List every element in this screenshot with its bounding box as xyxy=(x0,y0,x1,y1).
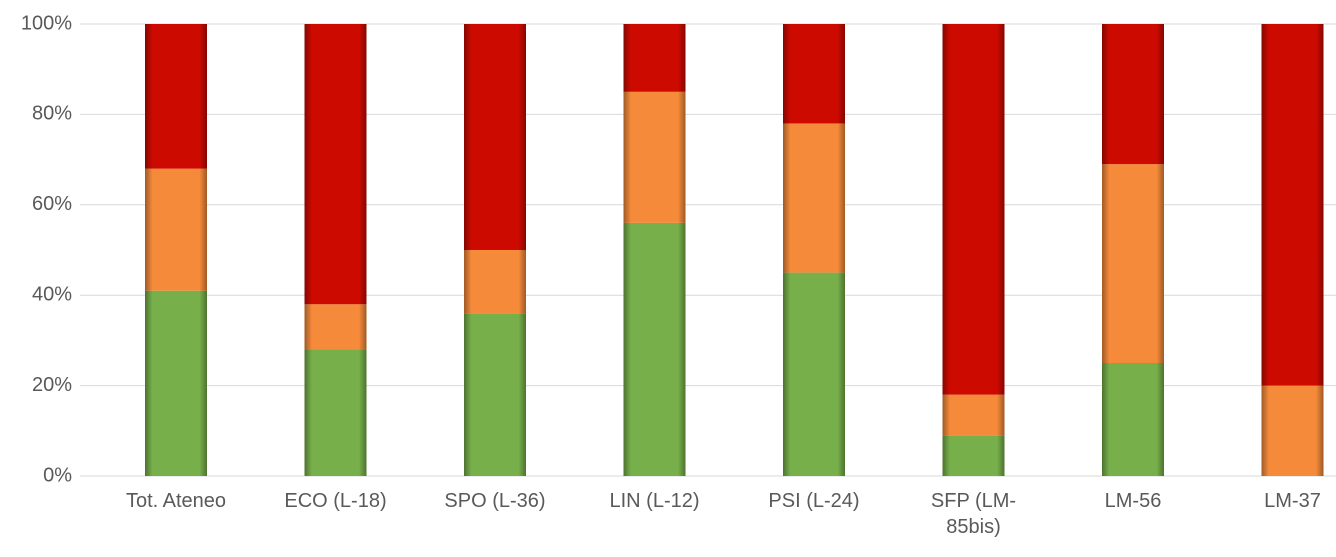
bar-shade xyxy=(783,272,845,476)
bar-shade xyxy=(623,91,686,223)
x-tick-label: Tot. Ateneo xyxy=(125,490,227,512)
x-tick-label: PSI (L-24) xyxy=(768,490,860,512)
bar-shade xyxy=(942,394,1005,436)
bar-shade xyxy=(942,24,1005,395)
bar-shade xyxy=(304,24,367,305)
y-tick-label: 100% xyxy=(21,12,72,34)
bar-shade xyxy=(145,24,207,169)
bar-shade xyxy=(1261,385,1324,476)
x-tick-label: LM-56 xyxy=(1104,490,1162,512)
bar-shade xyxy=(1102,363,1164,476)
x-tick-label: LM-37 xyxy=(1264,490,1321,512)
bar-shade xyxy=(783,24,845,124)
bar-shade xyxy=(304,304,367,350)
bar-shade xyxy=(464,24,526,250)
y-tick-label: 0% xyxy=(43,464,72,486)
bar-shade xyxy=(464,250,526,314)
x-tick-label: SPO (L-36) xyxy=(444,490,546,512)
bar-shade xyxy=(783,123,845,273)
bar-shade xyxy=(942,435,1005,476)
bar-shade xyxy=(1261,24,1324,386)
bar-shade xyxy=(1102,24,1164,165)
y-tick-label: 60% xyxy=(32,193,72,215)
bar-shade xyxy=(145,168,207,291)
y-tick-label: 20% xyxy=(32,374,72,396)
bar-shade xyxy=(623,24,686,92)
bar-shade xyxy=(464,313,526,476)
bar-shade xyxy=(145,290,207,476)
y-tick-label: 40% xyxy=(32,283,72,305)
x-tick-label: LIN (L-12) xyxy=(609,490,700,512)
bar-shade xyxy=(623,222,686,476)
bar-shade xyxy=(1102,164,1164,363)
x-tick-label: ECO (L-18) xyxy=(284,490,387,512)
x-tick-label: SFP (LM-85bis) xyxy=(930,490,1017,538)
y-tick-label: 80% xyxy=(32,103,72,125)
bar-shade xyxy=(304,349,367,476)
